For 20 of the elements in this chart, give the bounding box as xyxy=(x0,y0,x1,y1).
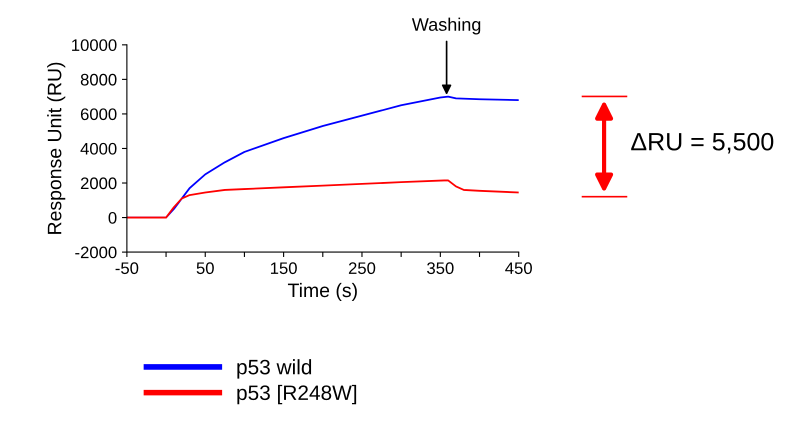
y-axis-title: Response Unit (RU) xyxy=(47,62,66,234)
legend-label: p53 [R248W] xyxy=(237,384,356,404)
y-tick-label: 6000 xyxy=(80,108,117,120)
y-tick-label: 10000 xyxy=(72,39,117,52)
y-tick-label: 8000 xyxy=(80,74,117,86)
annotation: Washing xyxy=(412,18,480,34)
y-tick-label: 4000 xyxy=(80,142,117,155)
x-tick-label: 150 xyxy=(270,262,297,274)
x-tick-label: -50 xyxy=(116,262,138,274)
y-tick-label: 0 xyxy=(108,212,117,224)
x-axis-title: Time (s) xyxy=(288,282,357,302)
line-series xyxy=(126,180,519,218)
x-tick-label: 350 xyxy=(427,262,454,274)
x-tick-label: 50 xyxy=(196,262,214,274)
y-tick-label: -2000 xyxy=(75,246,117,258)
text: ΔRU = 5,500 xyxy=(631,132,774,154)
y-tick-label: 2000 xyxy=(80,177,117,190)
x-tick-label: 250 xyxy=(348,262,376,274)
legend-label: p53 wild xyxy=(237,359,312,379)
x-tick-label: 450 xyxy=(505,262,532,274)
